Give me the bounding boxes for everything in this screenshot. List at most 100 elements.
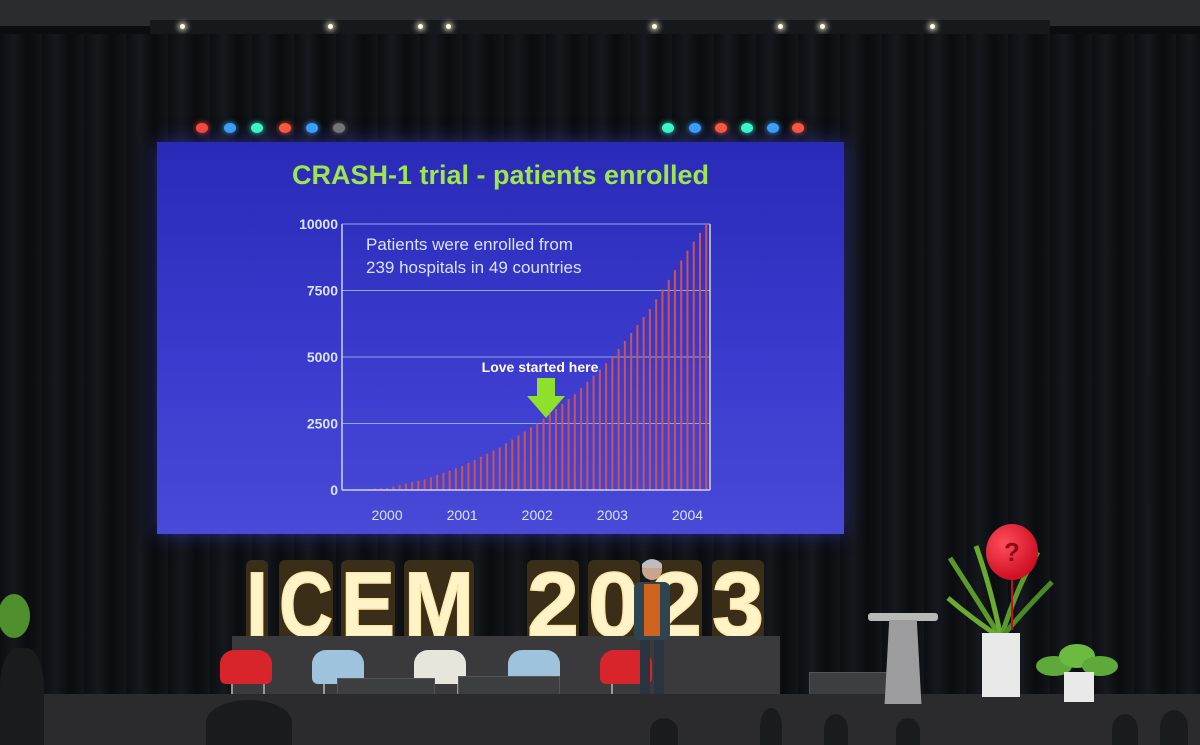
stage-light: [279, 123, 291, 133]
y-tick-label: 2500: [307, 416, 338, 432]
sign-letter-panel: [246, 560, 268, 640]
sign-letter-panel: [279, 560, 333, 640]
enrollment-bar: [561, 403, 564, 490]
stage-light: [689, 123, 701, 133]
cocktail-table: [884, 620, 922, 704]
sign-letter: I: [246, 554, 268, 656]
enrollment-bar: [617, 349, 620, 490]
enrollment-bar: [611, 357, 614, 490]
enrollment-bar: [517, 435, 520, 490]
enrollment-bar: [680, 260, 683, 490]
enrollment-bar: [379, 488, 382, 490]
chart-axes: [341, 224, 711, 491]
enrollment-bar: [511, 439, 514, 490]
enrollment-bar: [623, 341, 626, 490]
spotlight: [778, 24, 783, 29]
stage-light: [306, 123, 318, 133]
presenter: [634, 559, 670, 708]
enrollment-bar: [398, 485, 401, 490]
stage-light: [767, 123, 779, 133]
enrollment-bar: [655, 299, 658, 490]
small-planter: [1064, 672, 1094, 702]
enrollment-bar: [386, 487, 389, 490]
chart-annotation-line2: 239 hospitals in 49 countries: [366, 258, 581, 277]
x-tick-label: 2003: [597, 507, 628, 523]
projection-screen: CRASH-1 trial - patients enrolled 0 2500 5…: [157, 142, 844, 534]
spotlight: [820, 24, 825, 29]
lighting-truss: [150, 20, 1050, 34]
enrollment-bar: [555, 408, 558, 490]
audience-head: [896, 718, 920, 745]
x-tick-label: 2004: [672, 507, 703, 523]
audience-head: [1112, 714, 1138, 745]
enrollment-bar: [667, 279, 670, 490]
balloon-string: [1011, 580, 1013, 630]
stage-light: [662, 123, 674, 133]
enrollment-bar: [573, 394, 576, 490]
enrollment-bar: [504, 443, 507, 490]
enrollment-bar: [486, 453, 489, 490]
enrollment-bar: [423, 479, 426, 490]
audience-head: [1160, 710, 1188, 745]
enrollment-bar: [429, 477, 432, 490]
enrollment-bar: [392, 486, 395, 490]
enrollment-bar: [436, 474, 439, 490]
enrollment-bar: [442, 472, 445, 490]
enrollment-bar: [530, 427, 533, 490]
left-plant: [0, 594, 30, 638]
sign-letter-panel: [527, 560, 579, 640]
enrollment-bar: [473, 459, 476, 490]
enrollment-bar: [567, 399, 570, 490]
enrollment-bar: [692, 241, 695, 490]
spotlight: [652, 24, 657, 29]
spotlight: [180, 24, 185, 29]
enrollment-bar: [548, 413, 551, 490]
enrollment-bar: [542, 418, 545, 490]
enrollment-bar: [630, 333, 633, 490]
chair-legs: [231, 684, 265, 700]
cocktail-table-top: [868, 613, 938, 621]
x-tick-label: 2001: [447, 507, 478, 523]
y-tick-label: 10000: [299, 216, 338, 232]
stage-light: [224, 123, 236, 133]
question-balloon: ?: [986, 524, 1038, 580]
palm-planter: [982, 633, 1020, 697]
y-tick-label: 7500: [307, 283, 338, 299]
spotlight: [930, 24, 935, 29]
enrollment-bar: [461, 466, 464, 490]
audience-head: [650, 718, 678, 745]
enrollment-bar: [411, 482, 414, 490]
x-tick-label: 2000: [371, 507, 402, 523]
spotlight: [418, 24, 423, 29]
chart-bars: [354, 224, 708, 490]
enrollment-bar: [498, 447, 501, 490]
y-tick-label: 5000: [307, 349, 338, 365]
sign-letter-panel: [341, 560, 395, 640]
enrollment-bar: [592, 375, 595, 490]
sign-letter-panel: [588, 560, 640, 640]
stage-light: [251, 123, 263, 133]
enrollment-bar: [523, 431, 526, 490]
audience-head: [760, 708, 782, 745]
spotlight: [328, 24, 333, 29]
enrollment-bar: [479, 456, 482, 490]
enrollment-bar: [580, 388, 583, 490]
small-plant: [1036, 644, 1118, 676]
sign-letter-panel: [712, 560, 764, 640]
callout-arrow-icon: [527, 378, 565, 418]
audience-head: [206, 700, 292, 745]
enrollment-bar: [636, 325, 639, 490]
stage-light: [792, 123, 804, 133]
stage-light: [196, 123, 208, 133]
slide-title: CRASH-1 trial - patients enrolled: [291, 160, 710, 190]
enrollment-bar: [648, 309, 651, 490]
enrollment-bar: [673, 270, 676, 490]
callout-label: Love started here: [482, 359, 599, 375]
enrollment-bar: [467, 462, 470, 490]
enrollment-bar: [454, 468, 457, 490]
spotlight: [446, 24, 451, 29]
sign-letter-panel: [404, 560, 474, 640]
lounge-chair: [220, 650, 272, 684]
enrollment-bar: [586, 381, 589, 490]
enrollment-bar: [705, 224, 708, 490]
